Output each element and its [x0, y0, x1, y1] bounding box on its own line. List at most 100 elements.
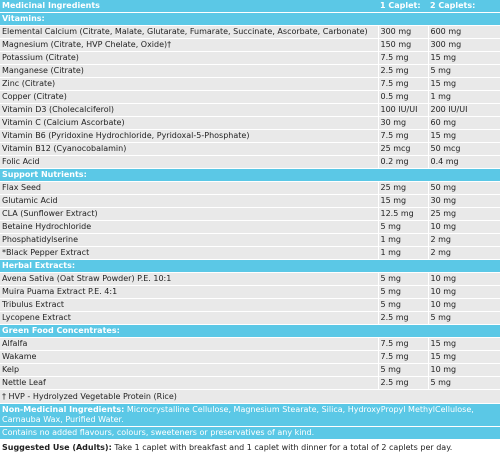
one-caplet-amount: 0.2 mg: [377, 155, 428, 169]
ingredients-table: Medicinal Ingredients 1 Caplet: 2 Caplet…: [0, 0, 500, 440]
hvp-note-text: † HVP - Hydrolyzed Vegetable Protein (Ri…: [0, 389, 500, 404]
two-caplet-amount: 15 mg: [427, 51, 500, 65]
no-additives-row: Contains no added flavours, colours, swe…: [0, 426, 500, 440]
one-caplet-amount: 2.5 mg: [377, 64, 428, 78]
two-caplet-amount: 5 mg: [427, 64, 500, 78]
one-caplet-amount: 7.5 mg: [377, 337, 428, 351]
two-caplet-amount: 5 mg: [427, 311, 500, 325]
table-row: Flax Seed 25 mg 50 mg: [0, 181, 500, 195]
table-row: Copper (Citrate) 0.5 mg 1 mg: [0, 90, 500, 104]
ingredient-name: Lycopene Extract: [0, 311, 378, 325]
one-caplet-amount: 5 mg: [377, 272, 428, 286]
ingredient-name: Folic Acid: [0, 155, 378, 169]
one-caplet-amount: 0.5 mg: [377, 90, 428, 104]
table-row: Vitamin C (Calcium Ascorbate) 30 mg 60 mg: [0, 116, 500, 130]
two-caplet-amount: 1 mg: [427, 90, 500, 104]
two-caplet-amount: 300 mg: [427, 38, 500, 52]
ingredient-name: Elemental Calcium (Citrate, Malate, Glut…: [0, 25, 378, 39]
section-header-row: Support Nutrients:: [0, 168, 500, 182]
table-row: Vitamin D3 (Cholecalciferol) 100 IU/UI 200…: [0, 103, 500, 117]
one-caplet-amount: 7.5 mg: [377, 129, 428, 143]
ingredient-name: CLA (Sunflower Extract): [0, 207, 378, 221]
table-row: Zinc (Citrate) 7.5 mg 15 mg: [0, 77, 500, 91]
one-caplet-amount: 5 mg: [377, 220, 428, 234]
table-row: Wakame 7.5 mg 15 mg: [0, 350, 500, 364]
one-caplet-amount: 1 mg: [377, 233, 428, 247]
ingredient-name: Betaine Hydrochloride: [0, 220, 378, 234]
table-row: Vitamin B12 (Cyanocobalamin) 25 mcg 50 mcg: [0, 142, 500, 156]
one-caplet-amount: 2.5 mg: [377, 311, 428, 325]
ingredient-name: Flax Seed: [0, 181, 378, 195]
one-caplet-amount: 5 mg: [377, 363, 428, 377]
table-row: *Black Pepper Extract 1 mg 2 mg: [0, 246, 500, 260]
one-caplet-amount: 7.5 mg: [377, 350, 428, 364]
non-medicinal-label: Non-Medicinal Ingredients:: [2, 405, 125, 414]
two-caplet-amount: 15 mg: [427, 129, 500, 143]
ingredients-body: Medicinal Ingredients 1 Caplet: 2 Caplet…: [0, 0, 500, 440]
ingredient-name: Magnesium (Citrate, HVP Chelate, Oxide)†: [0, 38, 378, 52]
table-row: Magnesium (Citrate, HVP Chelate, Oxide)†…: [0, 38, 500, 52]
header-two-caplets: 2 Caplets:: [428, 0, 500, 13]
two-caplet-amount: 25 mg: [427, 207, 500, 221]
one-caplet-amount: 150 mg: [377, 38, 428, 52]
two-caplet-amount: 0.4 mg: [427, 155, 500, 169]
two-caplet-amount: 10 mg: [427, 272, 500, 286]
ingredient-name: Avena Sativa (Oat Straw Powder) P.E. 10:…: [0, 272, 378, 286]
ingredient-name: Kelp: [0, 363, 378, 377]
table-row: Kelp 5 mg 10 mg: [0, 363, 500, 377]
one-caplet-amount: 25 mcg: [377, 142, 428, 156]
ingredient-name: Phosphatidylserine: [0, 233, 378, 247]
ingredient-name: Vitamin B6 (Pyridoxine Hydrochloride, Py…: [0, 129, 378, 143]
table-row: Lycopene Extract 2.5 mg 5 mg: [0, 311, 500, 325]
ingredient-name: Alfalfa: [0, 337, 378, 351]
table-row: Avena Sativa (Oat Straw Powder) P.E. 10:…: [0, 272, 500, 286]
two-caplet-amount: 600 mg: [427, 25, 500, 39]
section-title: Vitamins:: [0, 12, 500, 26]
two-caplet-amount: 2 mg: [427, 246, 500, 260]
table-row: CLA (Sunflower Extract) 12.5 mg 25 mg: [0, 207, 500, 221]
table-row: Potassium (Citrate) 7.5 mg 15 mg: [0, 51, 500, 65]
table-row: Manganese (Citrate) 2.5 mg 5 mg: [0, 64, 500, 78]
ingredient-name: Vitamin C (Calcium Ascorbate): [0, 116, 378, 130]
table-row: Elemental Calcium (Citrate, Malate, Glut…: [0, 25, 500, 39]
table-row: Muira Puama Extract P.E. 4:1 5 mg 10 mg: [0, 285, 500, 299]
suggested-use: Suggested Use (Adults): Take 1 caplet wi…: [0, 440, 500, 455]
table-row: Tribulus Extract 5 mg 10 mg: [0, 298, 500, 312]
suggested-use-label: Suggested Use (Adults):: [2, 443, 112, 452]
two-caplet-amount: 200 IU/UI: [427, 103, 500, 117]
section-title: Herbal Extracts:: [0, 259, 500, 273]
one-caplet-amount: 2.5 mg: [377, 376, 428, 390]
header-ingredients: Medicinal Ingredients: [0, 0, 378, 13]
section-title: Green Food Concentrates:: [0, 324, 500, 338]
non-medicinal-text: Non-Medicinal Ingredients: Microcrystall…: [0, 403, 500, 427]
one-caplet-amount: 300 mg: [377, 25, 428, 39]
ingredient-name: Vitamin B12 (Cyanocobalamin): [0, 142, 378, 156]
no-additives-text: Contains no added flavours, colours, swe…: [0, 426, 500, 440]
two-caplet-amount: 50 mcg: [427, 142, 500, 156]
one-caplet-amount: 7.5 mg: [377, 77, 428, 91]
two-caplet-amount: 2 mg: [427, 233, 500, 247]
ingredient-name: Glutamic Acid: [0, 194, 378, 208]
ingredient-name: Potassium (Citrate): [0, 51, 378, 65]
two-caplet-amount: 15 mg: [427, 337, 500, 351]
two-caplet-amount: 15 mg: [427, 77, 500, 91]
table-row: Glutamic Acid 15 mg 30 mg: [0, 194, 500, 208]
section-header-row: Green Food Concentrates:: [0, 324, 500, 338]
two-caplet-amount: 15 mg: [427, 350, 500, 364]
table-row: Phosphatidylserine 1 mg 2 mg: [0, 233, 500, 247]
table-row: Nettle Leaf 2.5 mg 5 mg: [0, 376, 500, 390]
one-caplet-amount: 1 mg: [377, 246, 428, 260]
ingredient-name: Nettle Leaf: [0, 376, 378, 390]
suggested-use-text: Take 1 caplet with breakfast and 1 caple…: [111, 443, 453, 452]
table-row: Folic Acid 0.2 mg 0.4 mg: [0, 155, 500, 169]
section-header-row: Vitamins:: [0, 12, 500, 26]
table-header-row: Medicinal Ingredients 1 Caplet: 2 Caplet…: [0, 0, 500, 13]
ingredient-name: Manganese (Citrate): [0, 64, 378, 78]
two-caplet-amount: 10 mg: [427, 298, 500, 312]
two-caplet-amount: 50 mg: [427, 181, 500, 195]
two-caplet-amount: 30 mg: [427, 194, 500, 208]
ingredient-name: Tribulus Extract: [0, 298, 378, 312]
hvp-note: † HVP - Hydrolyzed Vegetable Protein (Ri…: [0, 389, 500, 404]
section-header-row: Herbal Extracts:: [0, 259, 500, 273]
table-row: Vitamin B6 (Pyridoxine Hydrochloride, Py…: [0, 129, 500, 143]
